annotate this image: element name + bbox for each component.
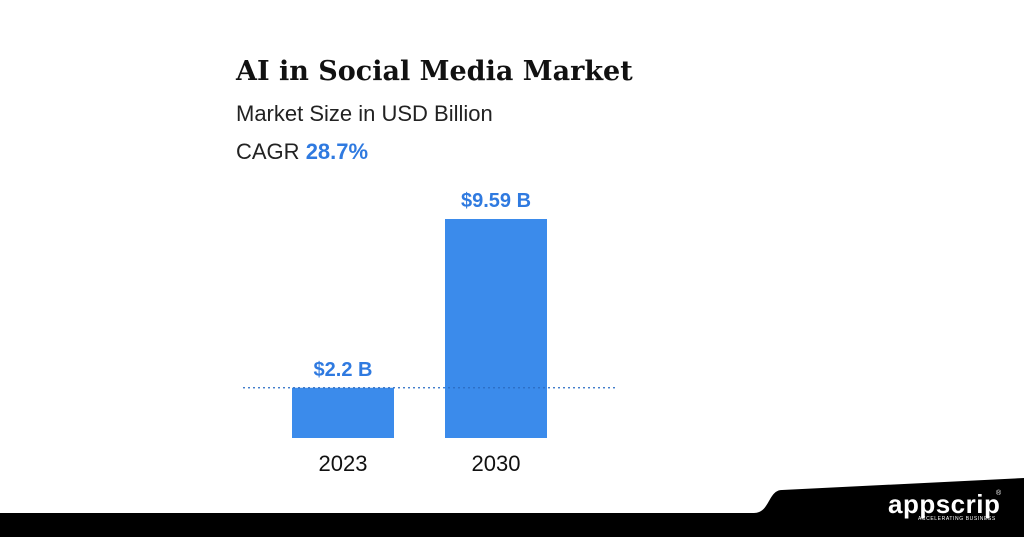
data-label-2030: $9.59 B (461, 190, 531, 212)
brand-tagline: ACCELERATING BUSINESS (918, 516, 996, 522)
cagr-line: CAGR 28.7% (236, 139, 368, 165)
footer-band (0, 478, 1024, 537)
bar-2030 (445, 219, 547, 438)
brand-trademark: ® (996, 490, 1002, 497)
bar-2023 (292, 387, 394, 438)
x-tick-label-2030: 2030 (472, 451, 521, 476)
brand-logo: appscrip (888, 489, 1001, 519)
x-tick-label-2023: 2023 (319, 451, 368, 476)
cagr-label: CAGR (236, 139, 300, 164)
chart-title: AI in Social Media Market (236, 56, 633, 87)
chart-subtitle: Market Size in USD Billion (236, 101, 493, 126)
cagr-value: 28.7% (305, 139, 369, 164)
data-label-2023: $2.2 B (314, 359, 373, 381)
